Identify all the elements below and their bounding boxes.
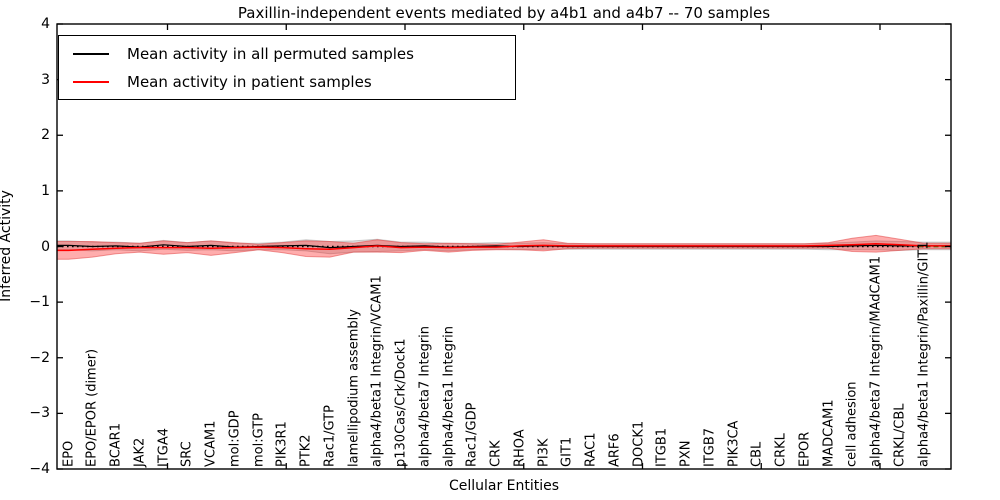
legend-entry-patient: Mean activity in patient samples bbox=[59, 69, 372, 95]
y-tick-label: −4 bbox=[29, 461, 50, 477]
x-tick-label: p130Cas/Crk/Dock1 bbox=[393, 338, 409, 467]
y-tick-label: 4 bbox=[41, 16, 50, 32]
chart-title: Paxillin-independent events mediated by … bbox=[237, 4, 771, 22]
y-tick-label: −3 bbox=[29, 405, 50, 422]
x-axis-label: Cellular Entities bbox=[448, 478, 560, 494]
x-tick-label: GIT1 bbox=[559, 436, 575, 467]
y-tick-label: −2 bbox=[29, 349, 50, 366]
x-tick-label: ITGB7 bbox=[702, 427, 718, 467]
x-tick-label: SRC bbox=[179, 441, 195, 467]
x-tick-label: RHOA bbox=[512, 429, 528, 467]
x-tick-label: CRKL/CBL bbox=[892, 403, 908, 468]
x-tick-label: Rac1/GTP bbox=[322, 405, 338, 467]
x-tick-label: PXN bbox=[678, 440, 694, 467]
x-tick-label: RAC1 bbox=[583, 432, 599, 467]
x-tick-label: Rac1/GDP bbox=[464, 402, 480, 467]
legend-label: Mean activity in patient samples bbox=[127, 73, 372, 91]
permuted-line-swatch-icon bbox=[73, 53, 109, 55]
legend-label: Mean activity in all permuted samples bbox=[127, 45, 414, 63]
x-tick-label: JAK2 bbox=[132, 437, 148, 467]
legend-entry-permuted: Mean activity in all permuted samples bbox=[59, 41, 414, 67]
x-tick-label: ITGB1 bbox=[654, 427, 670, 467]
x-tick-label: PI3K bbox=[536, 438, 551, 467]
x-tick-label: CRKL bbox=[773, 433, 789, 467]
x-tick-label: EPO bbox=[61, 440, 76, 467]
y-tick-label: 1 bbox=[41, 182, 50, 199]
x-tick-label: alpha4/beta1 Integrin/VCAM1 bbox=[369, 275, 385, 467]
x-tick-label: lamellipodium assembly bbox=[346, 309, 361, 467]
x-tick-label: CBL bbox=[749, 441, 765, 467]
patient-mean-line bbox=[57, 242, 951, 252]
patient-line-swatch-icon bbox=[73, 81, 109, 83]
x-tick-label: ARF6 bbox=[607, 433, 623, 467]
x-tick-label: EPO/EPOR (dimer) bbox=[84, 348, 100, 467]
y-tick-label: 2 bbox=[41, 127, 50, 144]
legend-box: Mean activity in all permuted samples Me… bbox=[58, 35, 516, 100]
y-tick-label: 3 bbox=[41, 71, 50, 88]
y-tick-label: −1 bbox=[29, 294, 50, 311]
x-tick-label: MADCAM1 bbox=[821, 399, 836, 467]
x-tick-label: alpha4/beta7 Integrin/MAdCAM1 bbox=[868, 256, 884, 467]
x-tick-label: PIK3CA bbox=[726, 420, 741, 467]
x-tick-label: mol:GDP bbox=[227, 410, 243, 467]
y-tick-label: 0 bbox=[41, 238, 50, 255]
x-tick-label: ITGA4 bbox=[156, 427, 171, 467]
x-tick-label: PTK2 bbox=[298, 434, 314, 467]
x-tick-label: DOCK1 bbox=[631, 420, 646, 467]
x-tick-label: alpha4/beta1 Integrin/Paxillin/GIT1 bbox=[916, 241, 931, 467]
x-tick-label: BCAR1 bbox=[108, 423, 124, 467]
x-tick-label: alpha4/beta7 Integrin bbox=[417, 325, 433, 467]
x-tick-label: VCAM1 bbox=[203, 420, 219, 467]
x-tick-label: PIK3R1 bbox=[274, 421, 290, 467]
x-tick-label: mol:GTP bbox=[251, 413, 266, 467]
x-tick-label: cell adhesion bbox=[844, 381, 860, 467]
x-tick-label: alpha4/beta1 Integrin bbox=[441, 325, 456, 467]
x-tick-label: CRK bbox=[488, 440, 504, 467]
x-tick-label: EPOR bbox=[797, 431, 813, 467]
